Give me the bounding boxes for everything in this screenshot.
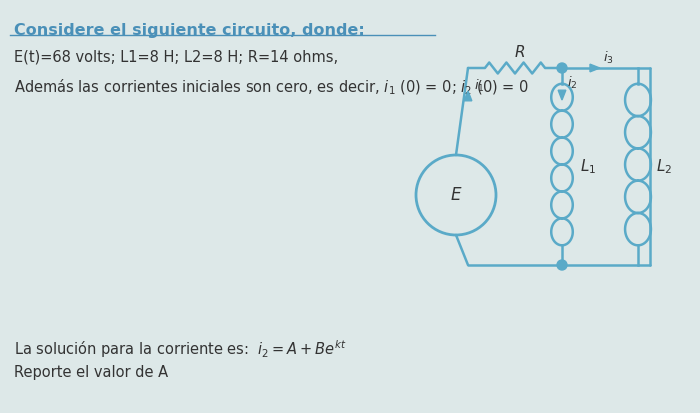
Text: R: R bbox=[514, 45, 525, 60]
Text: Además las corrientes iniciales son cero, es decir, $i_1$ (0) = 0; $i_2$ (0) = 0: Además las corrientes iniciales son cero… bbox=[14, 78, 529, 97]
Text: Considere el siguiente circuito, donde:: Considere el siguiente circuito, donde: bbox=[14, 23, 365, 38]
Circle shape bbox=[557, 63, 567, 73]
Polygon shape bbox=[558, 90, 566, 100]
Text: $i_3$: $i_3$ bbox=[603, 50, 614, 66]
Circle shape bbox=[557, 260, 567, 270]
Text: $i_2$: $i_2$ bbox=[567, 75, 577, 91]
Text: E(t)=68 volts; L1=8 H; L2=8 H; R=14 ohms,: E(t)=68 volts; L1=8 H; L2=8 H; R=14 ohms… bbox=[14, 50, 338, 65]
Polygon shape bbox=[590, 64, 600, 72]
Text: E: E bbox=[451, 186, 461, 204]
Text: Reporte el valor de A: Reporte el valor de A bbox=[14, 365, 168, 380]
Text: La solución para la corriente es:  $i_2 = A + Be^{kt}$: La solución para la corriente es: $i_2 =… bbox=[14, 338, 346, 360]
Polygon shape bbox=[464, 91, 472, 101]
Text: $i_1$: $i_1$ bbox=[474, 78, 484, 94]
Text: $L_1$: $L_1$ bbox=[580, 157, 596, 176]
Text: $L_2$: $L_2$ bbox=[656, 157, 672, 176]
